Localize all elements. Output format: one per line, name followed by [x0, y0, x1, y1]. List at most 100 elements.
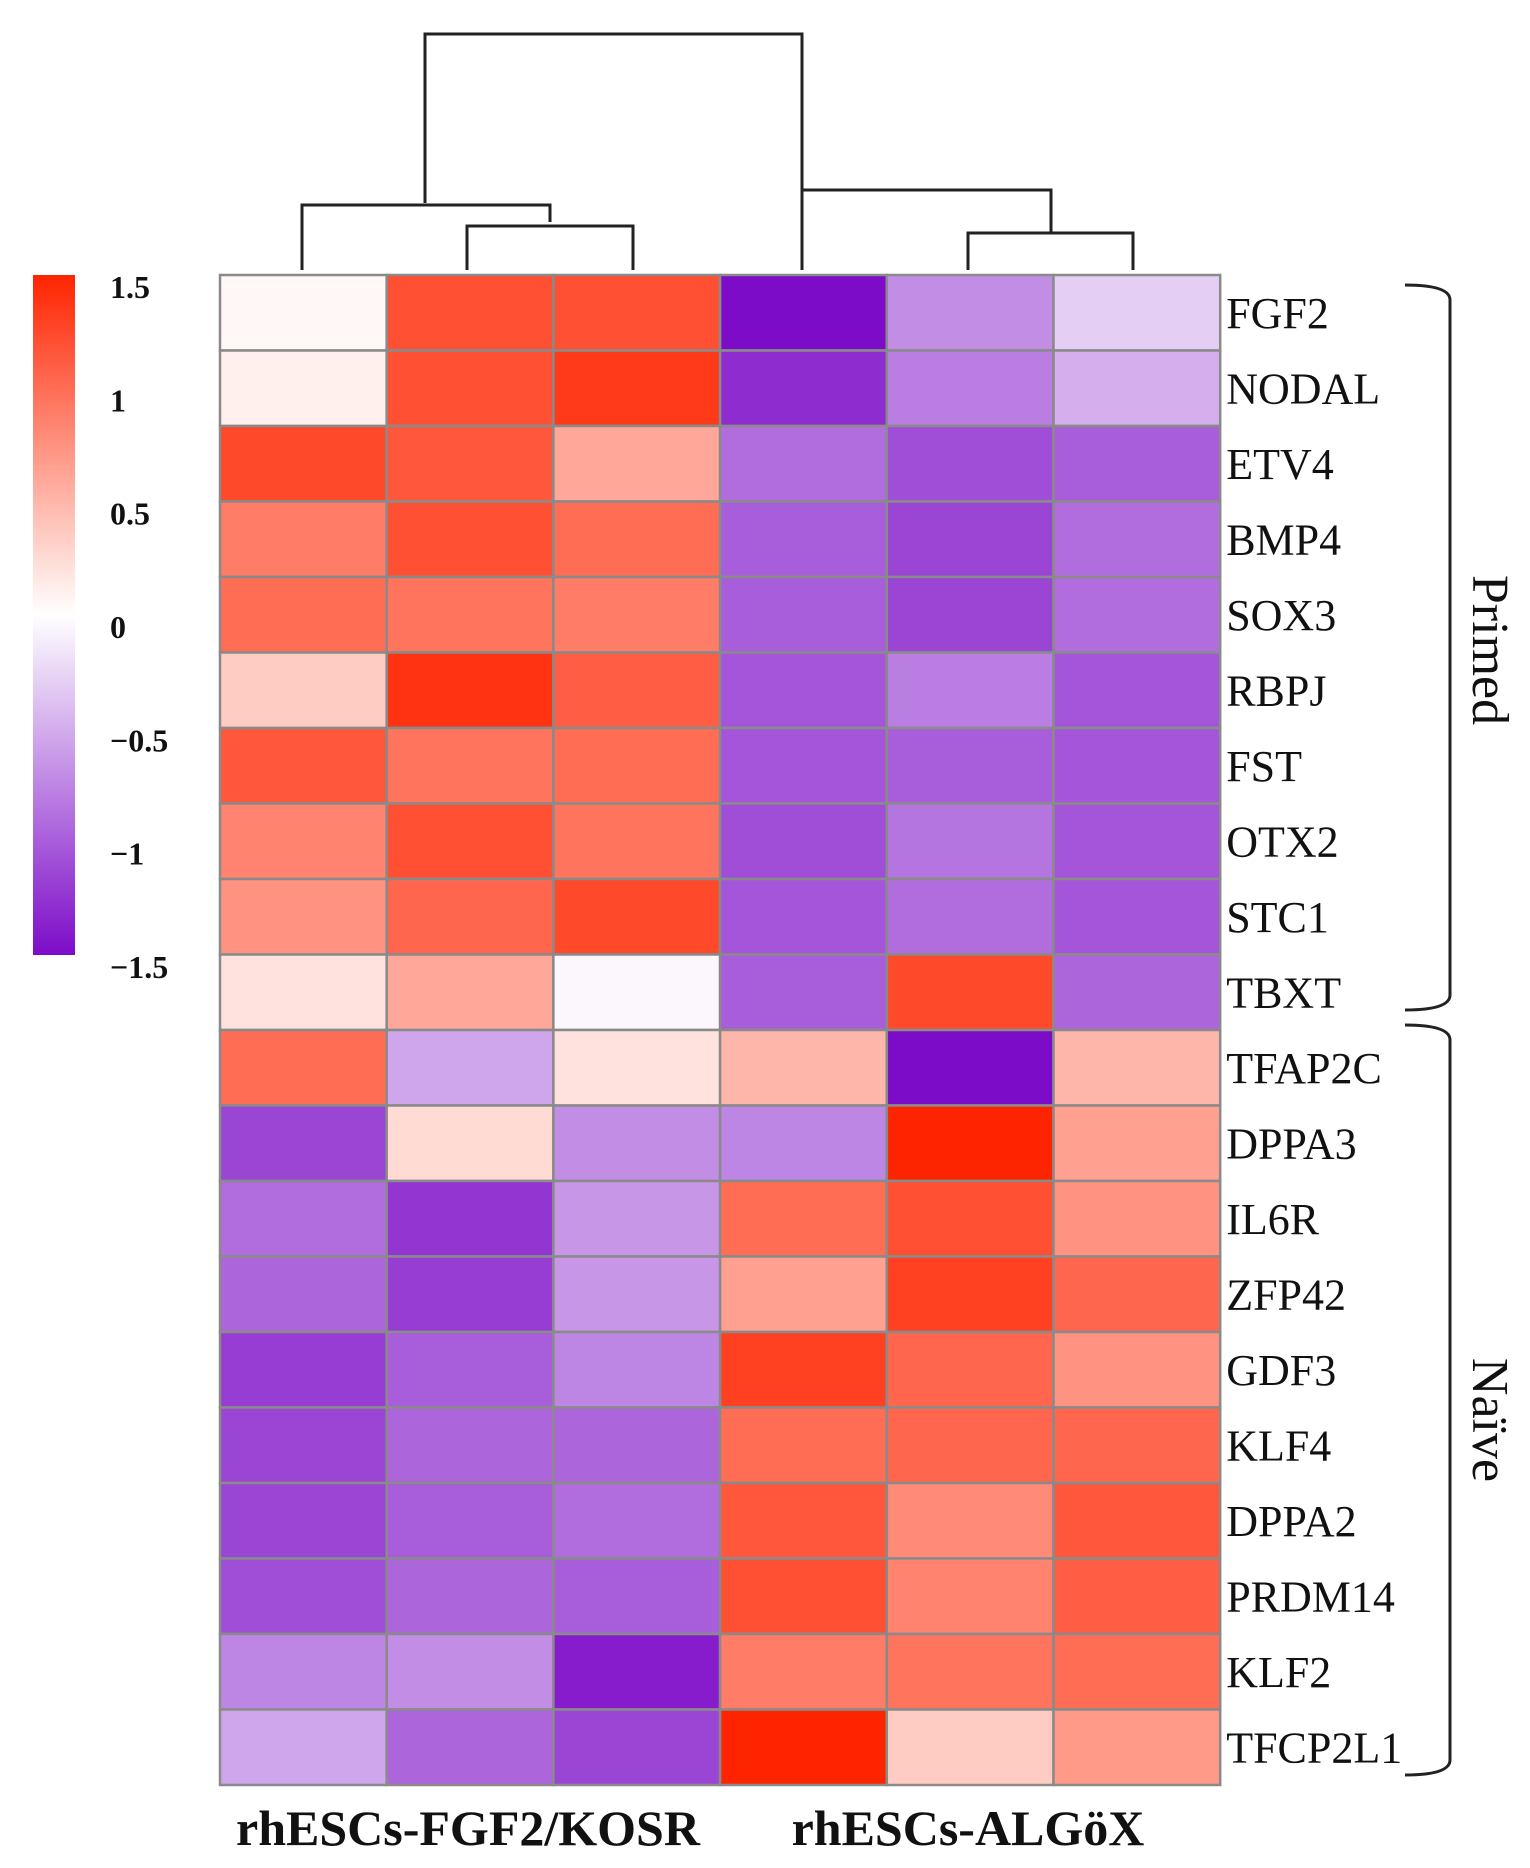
row-label: RBPJ: [1226, 666, 1326, 715]
row-label: TFCP2L1: [1226, 1723, 1402, 1772]
heatmap-cell: [1052, 1255, 1222, 1334]
heatmap-cell: [718, 802, 889, 881]
heatmap-cell: [552, 1632, 722, 1711]
heatmap-cell: [885, 575, 1055, 654]
dendrogram-right-cluster: [800, 188, 1053, 270]
row-label: NODAL: [1226, 364, 1380, 413]
heatmap-cell: [552, 273, 722, 352]
dendrogram-right-subcluster: [966, 231, 1135, 270]
heatmap-cell: [552, 1179, 722, 1258]
heatmap-cell: [218, 1708, 388, 1787]
heatmap-cell: [385, 1179, 555, 1258]
primed-group-label: Primed: [1461, 575, 1518, 725]
heatmap-cell: [885, 1179, 1055, 1258]
heatmap-cell: [385, 1406, 555, 1485]
heatmap-cell: [552, 802, 722, 881]
row-label: TBXT: [1226, 968, 1341, 1017]
row-label: BMP4: [1226, 515, 1341, 564]
row-label: IL6R: [1226, 1195, 1320, 1244]
heatmap-cell: [885, 349, 1055, 428]
heatmap-cell: [552, 1481, 722, 1560]
heatmap-cell: [218, 1255, 388, 1334]
heatmap-cell: [385, 802, 555, 881]
heatmap-cell: [552, 953, 722, 1032]
heatmap-cell: [718, 1330, 889, 1409]
heatmap-cell: [218, 424, 388, 503]
heatmap-cell: [552, 1708, 722, 1787]
heatmap-cell: [385, 1481, 555, 1560]
heatmap-cell: [885, 651, 1055, 730]
heatmap-cell: [385, 1104, 555, 1183]
dendrogram-left-subcluster: [465, 224, 635, 270]
dendrogram-root-branch: [423, 32, 804, 203]
row-label: DPPA2: [1226, 1497, 1356, 1546]
heatmap-cell: [1052, 726, 1222, 805]
heatmap-cell: [385, 273, 555, 352]
color-scale-bar: [33, 275, 75, 955]
heatmap-cell: [218, 651, 388, 730]
color-scale-tick-label: 1.5: [110, 269, 150, 305]
heatmap-cell: [885, 726, 1055, 805]
heatmap-cell: [218, 1330, 388, 1409]
heatmap-cell: [1052, 575, 1222, 654]
heatmap-cell: [218, 1179, 388, 1258]
primed-bracket: [1404, 283, 1452, 1012]
heatmap-cell: [718, 575, 889, 654]
heatmap-cell: [218, 1406, 388, 1485]
heatmap-cell: [385, 349, 555, 428]
heatmap-cell: [1052, 877, 1222, 956]
column-dendrogram: [300, 32, 1135, 270]
heatmap-cell: [385, 877, 555, 956]
row-label: FST: [1226, 742, 1302, 791]
heatmap-cell: [385, 1255, 555, 1334]
row-label: STC1: [1226, 893, 1329, 942]
heatmap-cell: [885, 1330, 1055, 1409]
heatmap-cell: [718, 651, 889, 730]
row-label: KLF4: [1226, 1421, 1331, 1470]
heatmap-cell: [218, 1028, 388, 1107]
heatmap-cell: [552, 651, 722, 730]
heatmap-cell: [885, 802, 1055, 881]
heatmap-cell: [718, 424, 889, 503]
heatmap-cell: [1052, 1406, 1222, 1485]
heatmap-cell: [552, 877, 722, 956]
color-scale-tick-label: −1: [110, 836, 144, 872]
heatmap-cell: [718, 1028, 889, 1107]
heatmap-cell: [1052, 1330, 1222, 1409]
heatmap-cell: [218, 575, 388, 654]
heatmap-cell: [718, 1481, 889, 1560]
heatmap-cell: [1052, 1557, 1222, 1636]
heatmap-cell: [385, 1632, 555, 1711]
heatmap-cell: [218, 1557, 388, 1636]
heatmap-cell: [1052, 802, 1222, 881]
heatmap-cell: [718, 953, 889, 1032]
heatmap-cell: [385, 424, 555, 503]
heatmap-cell: [885, 953, 1055, 1032]
heatmap-cell: [218, 1104, 388, 1183]
heatmap-cell: [885, 1255, 1055, 1334]
row-label: KLF2: [1226, 1648, 1331, 1697]
heatmap-cell: [718, 1632, 889, 1711]
row-label: ZFP42: [1226, 1270, 1346, 1319]
heatmap-cell: [885, 1406, 1055, 1485]
naive-group-label: Naïve: [1461, 1358, 1518, 1482]
heatmap-cell: [718, 726, 889, 805]
heatmap-cell: [1052, 1104, 1222, 1183]
heatmap-cell: [885, 1104, 1055, 1183]
heatmap-cell: [385, 1708, 555, 1787]
heatmap-cell: [1052, 273, 1222, 352]
heatmap-cell: [552, 1406, 722, 1485]
row-label: TFAP2C: [1226, 1044, 1382, 1093]
heatmap-cell: [1052, 651, 1222, 730]
heatmap-cell: [718, 1708, 889, 1787]
heatmap-cell: [385, 500, 555, 579]
heatmap-cell: [885, 273, 1055, 352]
heatmap-cell: [718, 1557, 889, 1636]
color-scale-tick-label: −0.5: [110, 722, 168, 758]
heatmap-cell: [552, 1557, 722, 1636]
naive-bracket: [1404, 1023, 1452, 1777]
row-label: OTX2: [1226, 817, 1338, 866]
heatmap-cell: [1052, 953, 1222, 1032]
heatmap-cells: [218, 273, 1222, 1787]
color-scale-tick-label: −1.5: [110, 949, 168, 985]
